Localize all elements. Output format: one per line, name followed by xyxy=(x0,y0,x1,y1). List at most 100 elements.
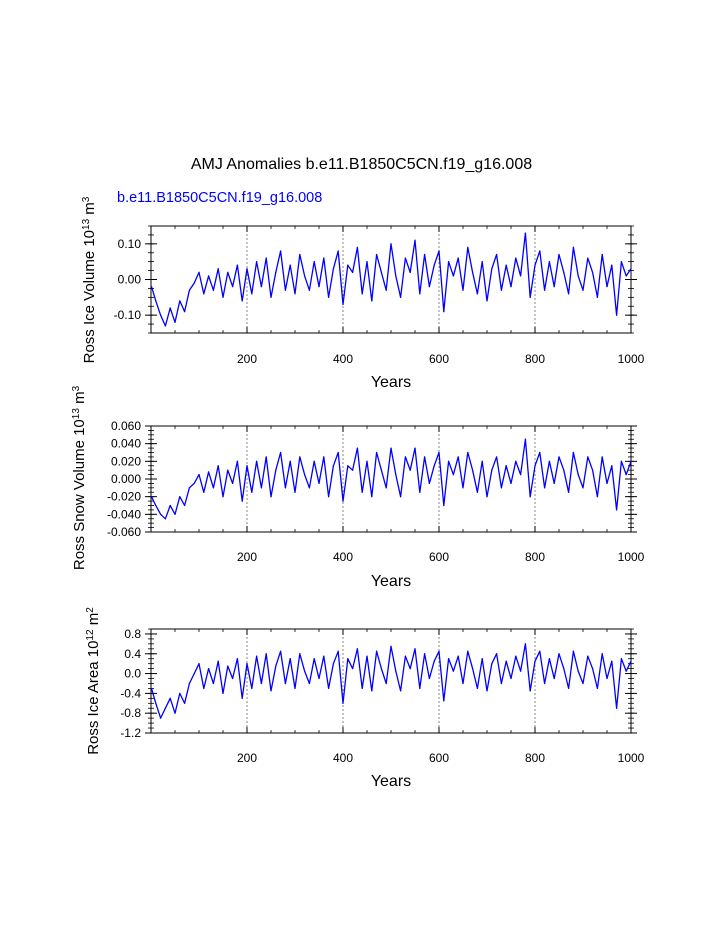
ross-ice-area-data-point xyxy=(452,670,454,672)
ross-ice-volume-data-point xyxy=(630,268,632,270)
ross-ice-area-data-point xyxy=(366,655,368,657)
ross-ice-area-data-point xyxy=(212,682,214,685)
ross-ice-volume-data-point xyxy=(409,271,411,273)
ross-ice-volume-data-point xyxy=(529,296,531,298)
ross-ice-volume-data-point xyxy=(592,271,594,273)
ross-ice-volume-data-point xyxy=(308,289,310,291)
ross-snow-volume-x-tick-label-200: 200 xyxy=(237,550,257,564)
ross-snow-volume-data-point xyxy=(304,473,306,476)
ross-ice-volume-data-point xyxy=(496,253,498,256)
ross-snow-volume-data-point xyxy=(592,469,594,471)
ross-ice-volume-data-point xyxy=(342,303,344,306)
figure-subtitle: b.e11.B1850C5CN.f19_g16.008 xyxy=(117,190,323,206)
ross-ice-area-data-point xyxy=(169,697,171,699)
ross-ice-volume-y-label-part: m xyxy=(81,202,98,219)
ross-ice-volume-data-point xyxy=(332,268,334,270)
ross-snow-volume-data-point xyxy=(366,460,368,462)
ross-ice-volume-data-point xyxy=(164,325,166,327)
ross-snow-volume-data-point xyxy=(400,496,402,498)
ross-ice-volume-x-axis-label: Years xyxy=(371,374,411,391)
ross-ice-volume-data-point xyxy=(371,300,373,302)
ross-snow-volume-x-tick-label-1000: 1000 xyxy=(618,550,645,564)
ross-ice-area-data-point xyxy=(568,687,570,690)
ross-ice-volume-data-point xyxy=(524,232,527,234)
ross-ice-volume-data-point xyxy=(625,275,627,277)
ross-ice-volume-data-point xyxy=(294,293,296,295)
ross-ice-area-data-point xyxy=(352,668,354,670)
figure-title: AMJ Anomalies b.e11.B1850C5CN.f19_g16.00… xyxy=(190,156,533,173)
ross-ice-volume-data-point xyxy=(596,296,599,298)
ross-snow-volume-data-point xyxy=(486,496,488,498)
ross-snow-volume-data-point xyxy=(150,496,153,498)
ross-ice-area-data-point xyxy=(616,707,618,709)
ross-ice-volume-data-point xyxy=(376,253,378,256)
ross-ice-volume-y-label-sup: 3 xyxy=(81,196,92,202)
ross-ice-volume-data-point xyxy=(184,311,186,313)
ross-snow-volume-data-point xyxy=(222,496,224,498)
ross-snow-volume-data-point xyxy=(553,482,555,485)
ross-ice-area-x-axis-label: Years xyxy=(371,773,411,790)
ross-ice-volume-data-point xyxy=(404,257,406,259)
ross-ice-area-data-point xyxy=(236,658,238,660)
ross-snow-volume-data-point xyxy=(361,491,363,493)
ross-ice-volume-data-point xyxy=(227,271,229,273)
ross-ice-area-y-label-part: Ross Ice Area 10 xyxy=(85,641,102,755)
ross-snow-volume-data-point xyxy=(568,491,570,493)
ross-ice-area-data-point xyxy=(438,650,440,652)
ross-ice-volume-data-point xyxy=(174,321,176,323)
ross-ice-area-x-tick-label-600: 600 xyxy=(429,751,449,765)
ross-snow-volume-data-point xyxy=(529,496,531,498)
ross-ice-area-data-point xyxy=(328,687,330,690)
ross-snow-volume-data-point xyxy=(289,460,291,462)
ross-ice-area-data-point xyxy=(251,687,253,690)
ross-snow-volume-data-point xyxy=(241,500,243,502)
ross-ice-area-data-point xyxy=(587,655,589,657)
ross-ice-volume-data-point xyxy=(611,264,613,266)
ross-ice-area-data-point xyxy=(481,658,483,660)
ross-ice-volume-data-point xyxy=(304,275,306,277)
ross-ice-area-data-point xyxy=(342,702,344,704)
ross-snow-volume-data-point xyxy=(347,465,349,467)
ross-snow-volume-data-point xyxy=(606,482,608,485)
ross-ice-volume-data-point xyxy=(486,300,488,302)
ross-ice-volume-data-point xyxy=(208,275,210,277)
ross-snow-volume-data-point xyxy=(275,469,277,471)
ross-ice-area-data-point xyxy=(563,668,565,670)
ross-ice-area-data-point xyxy=(548,658,551,660)
ross-snow-volume-data-point xyxy=(313,460,315,462)
ross-snow-volume-data-point xyxy=(395,473,397,476)
ross-snow-volume-data-point xyxy=(428,482,430,485)
ross-snow-volume-data-point xyxy=(376,451,378,454)
ross-snow-volume-data-point xyxy=(179,496,181,498)
ross-snow-volume-data-point xyxy=(515,460,517,462)
ross-ice-area-data-point xyxy=(428,677,430,680)
ross-ice-volume-data-point xyxy=(510,286,512,288)
ross-ice-area-data-point xyxy=(524,643,527,645)
ross-snow-volume-data-point xyxy=(630,460,632,462)
ross-snow-volume-data-point xyxy=(217,465,219,467)
ross-ice-area-y-label-sup: 12 xyxy=(85,629,96,641)
ross-ice-area-data-point xyxy=(150,687,153,690)
ross-ice-area-data-point xyxy=(308,682,310,685)
ross-ice-volume-data-point xyxy=(198,271,200,273)
ross-ice-area-data-point xyxy=(318,677,320,680)
ross-ice-area-data-point xyxy=(572,650,575,652)
ross-ice-area-data-point xyxy=(385,682,387,685)
ross-ice-volume-data-point xyxy=(289,264,291,266)
ross-ice-area-data-point xyxy=(539,650,541,652)
ross-ice-area-data-point xyxy=(294,687,296,690)
ross-ice-area-data-point xyxy=(380,668,382,670)
ross-ice-volume-data-point xyxy=(212,289,214,291)
ross-snow-volume-data-point xyxy=(520,473,522,476)
ross-ice-area-data-point xyxy=(313,658,315,660)
ross-ice-area-data-point xyxy=(409,668,411,670)
ross-ice-volume-data-point xyxy=(438,250,440,252)
ross-ice-area-data-point xyxy=(227,665,229,667)
ross-snow-volume-y-label-part: Ross Snow Volume 10 xyxy=(71,419,88,570)
ross-snow-volume-plot-frame xyxy=(150,425,632,533)
ross-ice-volume-data-point xyxy=(505,264,507,266)
ross-snow-volume-data-point xyxy=(280,451,282,454)
ross-ice-volume-data-point xyxy=(193,282,195,284)
ross-snow-volume-data-point xyxy=(472,469,474,471)
ross-ice-volume-data-point xyxy=(443,311,445,313)
